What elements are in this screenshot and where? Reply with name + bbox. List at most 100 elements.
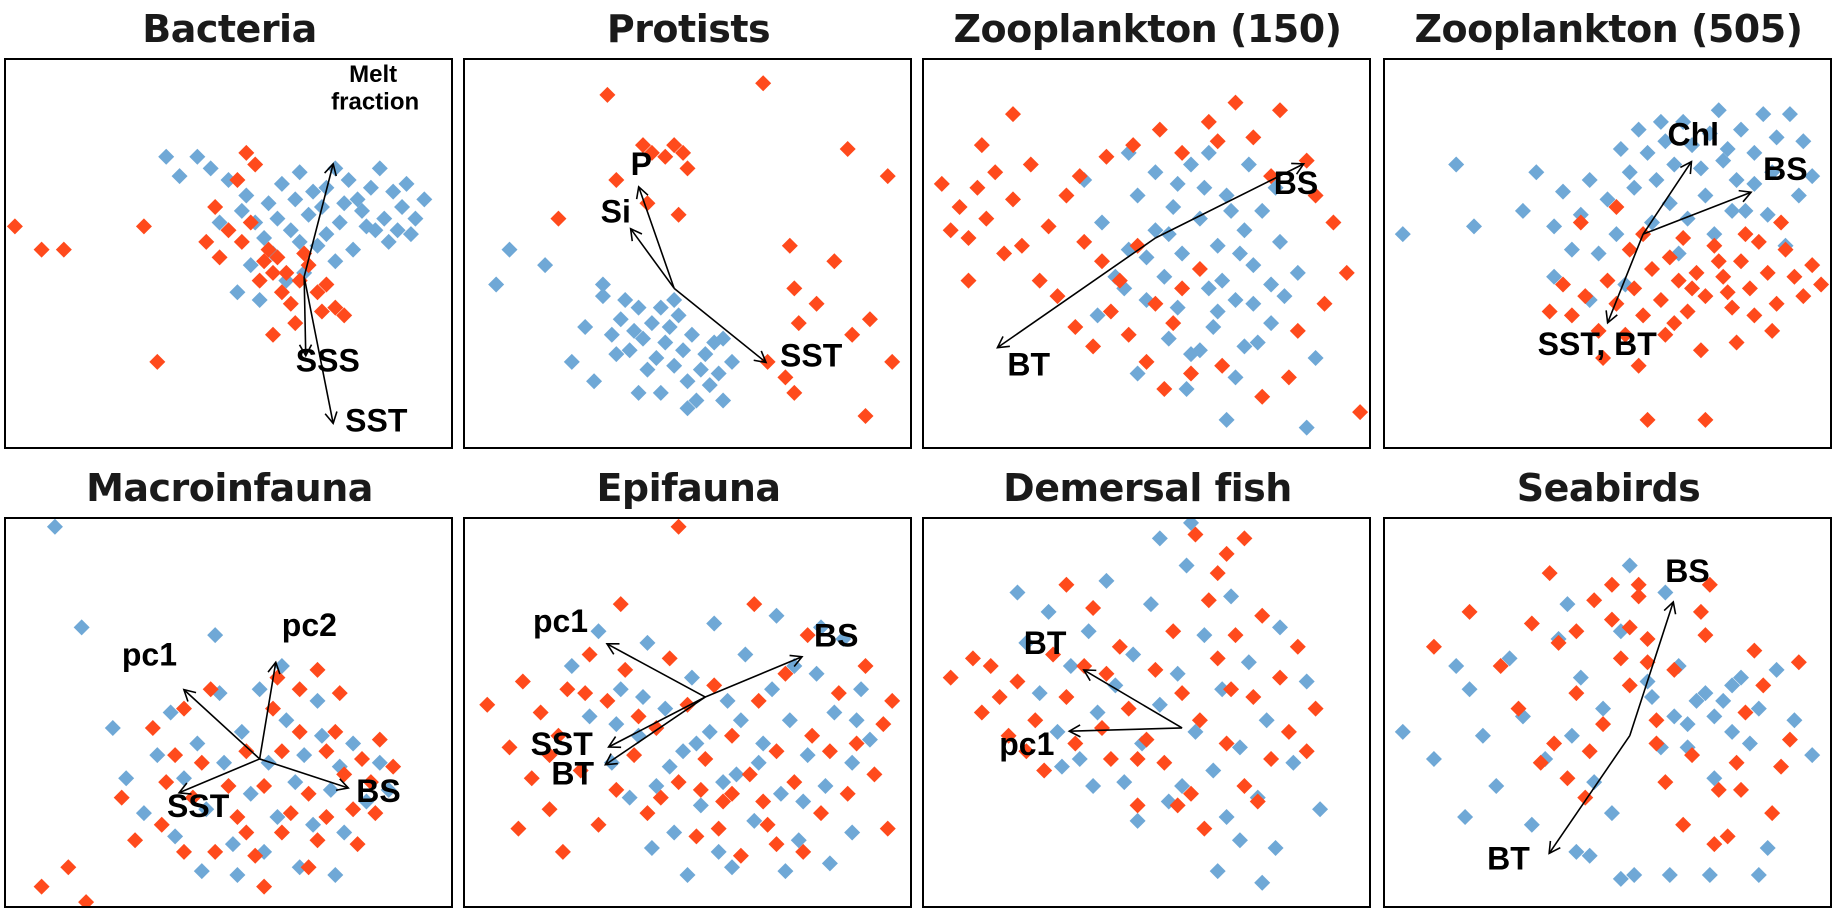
data-point: [149, 353, 166, 370]
data-point: [1165, 623, 1182, 640]
data-point: [683, 326, 700, 343]
data-point: [1795, 288, 1812, 305]
scatter-panel: Chl BS SST, BT: [1383, 58, 1832, 449]
data-point: [1254, 874, 1271, 891]
data-point: [581, 646, 598, 663]
data-point: [1755, 677, 1772, 694]
data-point: [1644, 260, 1660, 277]
data-point: [327, 253, 344, 270]
data-point: [1474, 727, 1491, 744]
data-point: [1804, 168, 1821, 185]
data-point: [648, 778, 665, 795]
data-point: [229, 171, 246, 188]
data-point: [318, 808, 335, 825]
data-point: [118, 770, 135, 787]
data-point: [964, 650, 981, 667]
data-point: [60, 859, 77, 876]
data-point: [1510, 700, 1527, 717]
data-point: [322, 781, 339, 798]
vector-label: Chl: [1667, 117, 1719, 153]
data-point: [362, 179, 379, 196]
data-point: [1174, 778, 1191, 795]
data-point: [661, 650, 678, 667]
data-point: [643, 144, 660, 161]
data-point: [1648, 735, 1665, 752]
data-point: [884, 353, 901, 370]
data-point: [715, 330, 732, 347]
data-point: [688, 828, 705, 845]
data-point: [371, 160, 388, 177]
data-point: [1639, 654, 1656, 671]
data-point: [291, 723, 308, 740]
data-point: [679, 867, 696, 884]
data-point: [630, 708, 647, 725]
data-point: [1595, 700, 1612, 717]
data-point: [1697, 627, 1714, 644]
data-point: [1263, 168, 1280, 185]
data-point: [1741, 735, 1758, 752]
data-point: [813, 805, 829, 822]
vector-arrow: [303, 162, 338, 277]
data-point: [1169, 797, 1186, 814]
data-point: [639, 361, 656, 378]
data-point: [996, 245, 1013, 262]
data-point: [260, 195, 277, 212]
data-point: [608, 716, 625, 733]
data-point: [710, 843, 727, 860]
data-point: [978, 210, 995, 227]
data-point: [1258, 712, 1275, 729]
data-point: [1013, 237, 1030, 254]
data-point: [1666, 315, 1683, 332]
data-point: [1267, 839, 1284, 856]
data-point: [229, 284, 246, 301]
data-point: [296, 245, 313, 262]
data-point: [1280, 369, 1297, 386]
data-point: [648, 349, 665, 366]
data-point: [844, 824, 861, 841]
data-point: [1209, 565, 1226, 582]
scatter-panel: pc1 BS SST BT: [463, 517, 912, 908]
data-point: [732, 712, 749, 729]
data-point: [666, 357, 683, 374]
data-point: [1009, 673, 1026, 690]
data-point: [724, 859, 740, 876]
data-point: [1111, 638, 1128, 655]
data-point: [1719, 828, 1736, 845]
data-point: [1058, 187, 1075, 204]
data-point: [679, 400, 696, 417]
data-point: [1200, 592, 1217, 609]
data-point: [1289, 638, 1306, 655]
data-point: [1706, 708, 1723, 725]
data-point: [1759, 206, 1776, 223]
data-point: [1764, 322, 1781, 339]
data-point: [1684, 280, 1701, 297]
data-point: [1227, 94, 1244, 111]
data-point: [380, 781, 397, 798]
data-point: [1231, 739, 1248, 756]
data-point: [1652, 291, 1669, 308]
data-point: [1733, 781, 1749, 798]
panel-title: Epifauna: [596, 466, 781, 510]
data-point: [879, 168, 896, 185]
data-point: [233, 202, 250, 219]
data-point: [1076, 233, 1093, 250]
data-point: [1568, 685, 1585, 702]
data-point: [1218, 735, 1235, 752]
data-point: [1657, 133, 1674, 150]
data-point: [127, 832, 144, 849]
vector-arrow: [704, 654, 804, 698]
data-point: [1174, 685, 1191, 702]
data-point: [1245, 689, 1262, 706]
data-point: [777, 863, 794, 880]
data-point: [942, 222, 959, 239]
data-point: [719, 692, 736, 709]
data-point: [1214, 681, 1231, 698]
data-point: [675, 743, 692, 760]
data-point: [608, 171, 625, 188]
data-point: [777, 665, 794, 682]
data-point: [251, 681, 268, 698]
panel-cell: Protists P Si SST: [459, 0, 918, 459]
data-point: [652, 299, 669, 316]
data-point: [336, 307, 353, 324]
data-point: [514, 673, 531, 690]
